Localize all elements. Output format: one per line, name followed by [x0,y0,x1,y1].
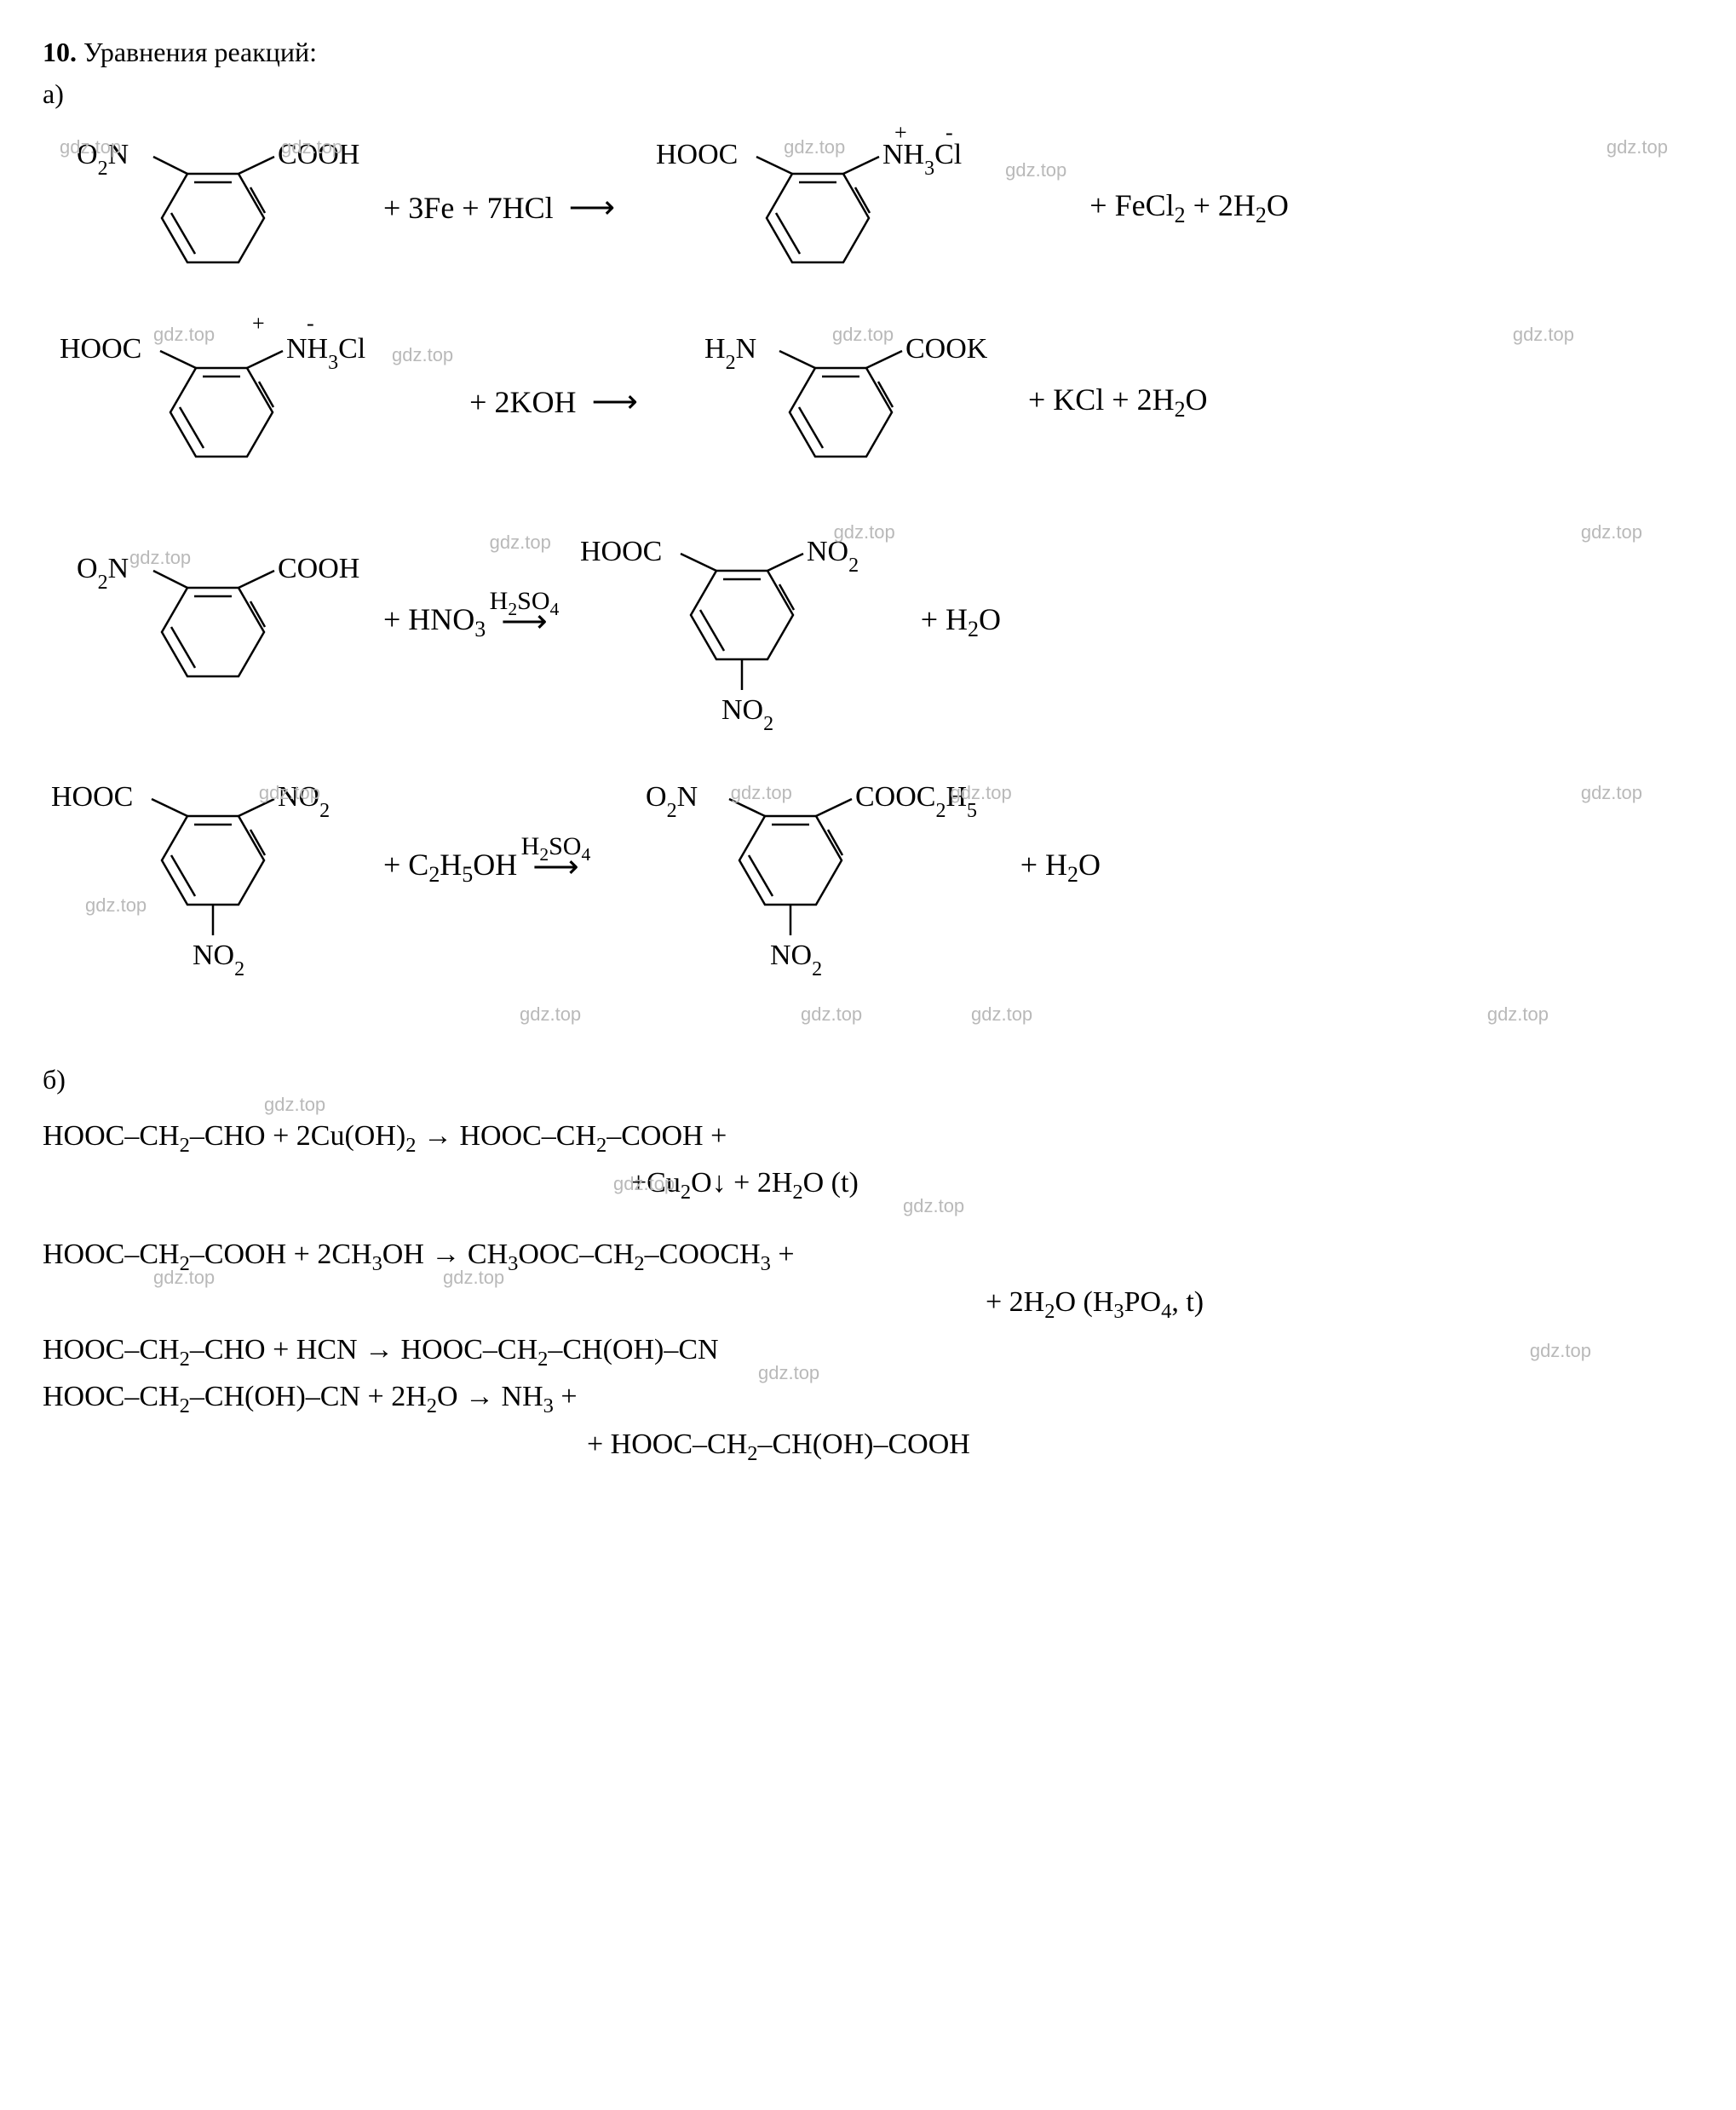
svg-text:NO2: NO2 [770,940,822,978]
arrow-icon: gdz.top H2SO4 ⟶ [486,601,562,644]
watermark-row: gdz.top gdz.top gdz.top gdz.top [43,1002,1693,1027]
arrow-icon: ⟶ [576,381,652,424]
svg-text:HOOC: HOOC [656,139,738,170]
svg-text:-: - [307,317,314,336]
products-1: gdz.top + FeCl2 + 2H2O [1005,185,1289,231]
reagents-3: + HNO3 [383,599,486,645]
svg-text:+: + [252,317,265,336]
structure-1-right: gdz.top HOOC NH3Cl + - [630,123,1005,293]
svg-text:NO2: NO2 [278,781,330,822]
svg-text:NH3Cl: NH3Cl [286,333,365,374]
svg-text:O2N: O2N [77,139,129,180]
svg-text:+: + [894,123,907,145]
watermark: gdz.top [1581,520,1642,545]
text-equations: gdz.top HOOC–CH2–CHO + 2Cu(OH)2 → HOOC–C… [43,1114,1693,1470]
arrow-icon: ⟶ [554,187,630,230]
structure-4-left: gdz.top gdz.top HOOC NO2 NO2 [43,756,383,978]
products-3: + H2O [921,599,1001,645]
products-4: + H2O [1020,844,1101,890]
section-b-label: б) [43,1061,1693,1098]
svg-text:HOOC: HOOC [60,333,141,365]
reagents-2: gdz.top + 2KOH [400,382,576,423]
svg-text:HOOC: HOOC [580,536,662,567]
reaction-row-4: gdz.top gdz.top HOOC NO2 NO2 + C2H5OH H2… [43,756,1693,978]
svg-text:NO2: NO2 [193,940,244,978]
products-2: + KCl + 2H2O [1028,379,1208,425]
svg-text:COOH: COOH [278,139,359,170]
reaction-row-3: gdz.top O2N COOH + HNO3 gdz.top H2SO4 ⟶ [43,511,1693,733]
svg-text:NH3Cl: NH3Cl [882,139,962,180]
eq-b4-cont: + HOOC–CH2–CH(OH)–COOH [43,1423,1693,1470]
watermark: gdz.top [1513,322,1574,348]
arrow-icon: H2SO4 ⟶ [517,846,594,889]
structure-3-right: HOOC NO2 NO2 gdz.top [563,511,921,733]
structure-4-right: gdz.top gdz.top O2N COOC2H5 NO2 [595,756,1020,978]
reaction-row-2: gdz.top HOOC NH3Cl + - gdz.top + 2KOH ⟶ … [43,317,1693,487]
eq-b4: HOOC–CH2–CH(OH)–CN + 2H2O → NH3 + [43,1375,1693,1423]
svg-text:COOH: COOH [278,553,359,584]
structure-2-left: gdz.top HOOC NH3Cl + - [43,317,400,487]
svg-text:O2N: O2N [77,553,129,594]
svg-text:HOOC: HOOC [51,781,133,813]
svg-text:NO2: NO2 [721,694,773,733]
structure-1-left: gdz.top gdz.top O2N COOH [43,123,383,293]
reagents-1: + 3Fe + 7HCl [383,187,554,229]
problem-number: 10. [43,37,77,67]
watermark: gdz.top [1607,135,1668,160]
reagents-4: + C2H5OH [383,844,517,890]
eq-b2-cont: + 2H2O (H3PO4, t) [43,1280,1693,1328]
structure-3-left: gdz.top O2N COOH [43,537,383,707]
svg-text:-: - [946,123,953,145]
section-a-label: а) [43,76,1693,112]
svg-text:H2N: H2N [704,333,756,374]
reaction-row-1: gdz.top gdz.top O2N COOH + 3Fe + 7HCl ⟶ … [43,123,1693,293]
eq-b3: gdz.top gdz.top HOOC–CH2–CHO + HCN → HOO… [43,1328,1693,1376]
structure-2-right: gdz.top H2N COOK [653,317,1028,487]
svg-text:COOK: COOK [905,333,988,365]
svg-text:O2N: O2N [646,781,698,822]
eq-b1-cont: gdz.top gdz.top +Cu2O↓ + 2H2O (t) [43,1161,1693,1209]
watermark: gdz.top [1581,780,1642,806]
eq-b1: HOOC–CH2–CHO + 2Cu(OH)2 → HOOC–CH2–COOH … [43,1114,1693,1162]
svg-text:NO2: NO2 [807,536,859,577]
heading-text: Уравнения реакций: [77,37,317,67]
svg-text:COOC2H5: COOC2H5 [855,781,977,822]
problem-heading: 10. Уравнения реакций: [43,34,1693,71]
arrow-condition: H2SO4 [521,830,591,867]
eq-b2: gdz.top gdz.top HOOC–CH2–COOH + 2CH3OH →… [43,1233,1693,1280]
arrow-condition: gdz.top H2SO4 [490,549,560,622]
